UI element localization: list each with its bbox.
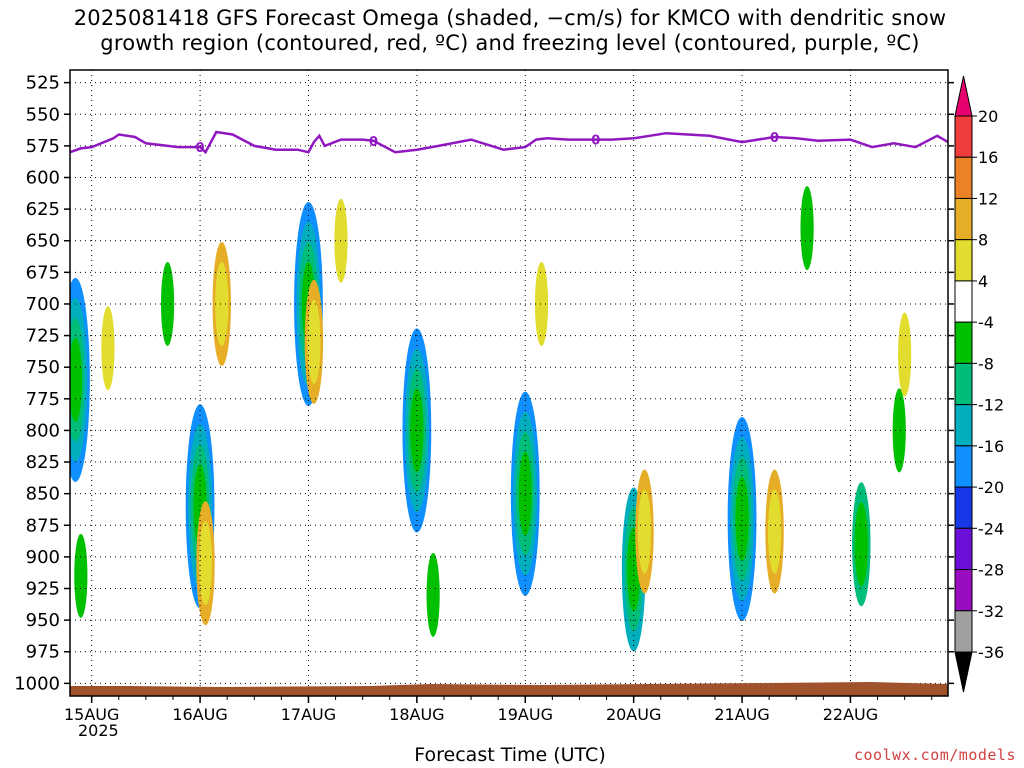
y-tick-label-775: 775	[26, 389, 60, 410]
colorbar-box-12	[954, 610, 973, 653]
omega-cell-11-level-1	[426, 552, 440, 637]
colorbar-label-8: -16	[978, 437, 1004, 456]
x-tick-label-19AUG: 19AUG	[498, 705, 553, 724]
y-tick-label-600: 600	[26, 167, 60, 188]
colorbar-box-9	[954, 486, 973, 529]
colorbar-box-11	[954, 569, 973, 612]
credit-text: coolwx.com/models	[853, 746, 1016, 764]
y-tick-label-725: 725	[26, 326, 60, 347]
omega-cell-15-level-1	[637, 489, 652, 574]
y-tick-label-550: 550	[26, 104, 60, 125]
colorbar-label-2: 12	[978, 189, 998, 208]
colorbar-label-12: -32	[978, 602, 1004, 621]
colorbar-box-4	[954, 280, 973, 323]
plot-frame	[69, 69, 949, 697]
terrain-surface	[70, 682, 948, 696]
y-tick-label-625: 625	[26, 199, 60, 220]
y-tick-label-950: 950	[26, 610, 60, 631]
x-tick-label-22AUG: 22AUG	[823, 705, 878, 724]
plot-background	[70, 70, 948, 696]
colorbar-box-8	[954, 445, 973, 488]
chart-title-line2: growth region (contoured, red, ºC) and f…	[100, 31, 920, 55]
x-axis-label: Forecast Time (UTC)	[414, 744, 606, 766]
omega-cell-21-level-1	[800, 186, 814, 271]
colorbar-box-3	[954, 239, 973, 282]
colorbar-label-4: 4	[978, 272, 988, 291]
y-axis-ticks: 525 550 575 600 625 650 675 700 725 750 775 800 825 8…	[14, 73, 954, 694]
y-tick-label-850: 850	[26, 484, 60, 505]
omega-cell-3-level-1	[160, 261, 175, 346]
y-tick-label-575: 575	[26, 136, 60, 157]
colorbar-label-7: -12	[978, 396, 1004, 415]
omega-cell-8-level-1	[307, 299, 321, 384]
colorbar-box-7	[954, 404, 973, 447]
freezing-level-line	[70, 130, 948, 155]
colorbar-box-1	[954, 156, 973, 199]
x-tick-label-15AUG: 15AUG	[64, 705, 119, 724]
colorbar-label-1: 16	[978, 148, 998, 167]
plot-border	[69, 69, 949, 697]
omega-cell-5-level-1	[198, 521, 213, 606]
colorbar-box-2	[954, 197, 973, 241]
y-tick-label-875: 875	[26, 515, 60, 536]
freezing-level-label-2: 0	[591, 134, 600, 149]
colorbar-box-6	[954, 362, 973, 406]
colorbar-bottom-triangle	[954, 651, 973, 693]
colorbar: 20 16 12 8 4 -4 -8 -12 -16 -20 -24 -28 -32 -36	[954, 75, 1004, 693]
colorbar-label-11: -28	[978, 561, 1004, 580]
omega-cell-17-level-1	[767, 489, 782, 574]
colorbar-label-9: -20	[978, 478, 1004, 497]
y-tick-label-650: 650	[26, 231, 60, 252]
x-tick-label-21AUG: 21AUG	[714, 705, 769, 724]
colorbar-label-5: -4	[978, 313, 994, 332]
y-tick-label-900: 900	[26, 547, 60, 568]
omega-shading	[70, 186, 912, 652]
y-tick-label-925: 925	[26, 579, 60, 600]
x-tick-label-20AUG: 20AUG	[606, 705, 661, 724]
y-tick-label-525: 525	[26, 73, 60, 94]
x-axis-year-label: 2025	[78, 721, 119, 740]
colorbar-label-13: -36	[978, 643, 1004, 662]
freezing-level-label-1: 0	[369, 135, 378, 150]
omega-cell-2-level-1	[101, 306, 115, 391]
colorbar-box-10	[954, 527, 973, 571]
y-tick-label-675: 675	[26, 262, 60, 283]
y-tick-label-975: 975	[26, 642, 60, 663]
y-tick-label-1000: 1000	[14, 673, 60, 694]
terrain-band	[70, 682, 948, 696]
colorbar-box-0	[954, 115, 973, 158]
plot-area	[70, 70, 948, 696]
y-tick-label-700: 700	[26, 294, 60, 315]
colorbar-box-5	[954, 321, 973, 364]
x-tick-label-17AUG: 17AUG	[281, 705, 336, 724]
omega-cell-18-level-1	[854, 502, 868, 587]
colorbar-label-0: 20	[978, 107, 998, 126]
x-axis-ticks: 15AUG 16AUG 17AUG 18AUG 19AUG 20AUG 21AUG 22AUG	[64, 696, 933, 724]
freezing-level-contour: 0 0 0 0	[70, 130, 948, 156]
x-tick-label-18AUG: 18AUG	[389, 705, 444, 724]
colorbar-label-3: 8	[978, 231, 988, 250]
omega-cell-13-level-1	[534, 261, 549, 346]
y-tick-label-825: 825	[26, 452, 60, 473]
y-tick-label-750: 750	[26, 357, 60, 378]
colorbar-top-triangle	[954, 75, 973, 117]
omega-cell-0-level-1	[74, 533, 88, 618]
colorbar-label-6: -8	[978, 354, 994, 373]
freezing-level-label-0: 0	[196, 141, 205, 156]
omega-cell-16-level-1	[735, 476, 749, 561]
colorbar-label-10: -24	[978, 519, 1004, 538]
chart-title: 2025081418 GFS Forecast Omega (shaded, −…	[0, 6, 1020, 56]
chart-title-line1: 2025081418 GFS Forecast Omega (shaded, −…	[73, 6, 947, 30]
omega-cell-6-level-1	[215, 261, 229, 346]
omega-cell-19-level-1	[892, 388, 906, 473]
omega-cell-1-level-1	[70, 337, 83, 422]
x-tick-label-16AUG: 16AUG	[172, 705, 227, 724]
freezing-level-label-3: 0	[770, 131, 779, 146]
y-tick-label-800: 800	[26, 420, 60, 441]
omega-cell-20-level-1	[898, 312, 912, 397]
